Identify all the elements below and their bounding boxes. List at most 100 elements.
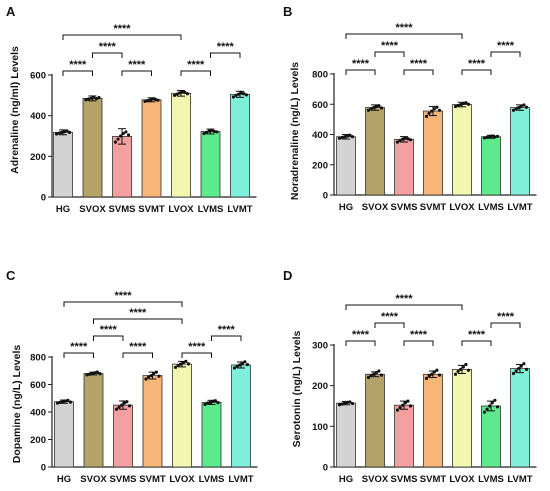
x-tick-label: HG xyxy=(56,204,70,215)
data-point xyxy=(92,95,96,99)
data-point xyxy=(232,366,237,370)
data-point xyxy=(119,134,123,138)
data-point xyxy=(84,98,88,102)
data-point xyxy=(94,96,98,101)
significance-bracket xyxy=(93,335,124,341)
y-tick-label: 200 xyxy=(30,152,46,163)
data-point xyxy=(113,140,118,144)
x-tick-label: SVOX xyxy=(79,204,106,215)
significance-bracket xyxy=(374,322,405,328)
data-point xyxy=(522,103,526,107)
bar-lvmt xyxy=(510,368,530,468)
data-point xyxy=(340,135,344,140)
bar-hg xyxy=(336,136,356,196)
data-point xyxy=(461,365,465,369)
significance-label: **** xyxy=(128,59,146,71)
y-tick-label: 300 xyxy=(312,341,328,352)
data-point xyxy=(62,130,66,134)
significance-bracket xyxy=(461,340,492,346)
bar-svms xyxy=(113,404,133,468)
data-point xyxy=(90,371,94,376)
data-point xyxy=(57,131,61,135)
data-point xyxy=(348,133,352,137)
data-point xyxy=(206,401,210,405)
data-point xyxy=(459,102,463,107)
data-point xyxy=(350,135,355,139)
data-point xyxy=(430,372,434,376)
data-point xyxy=(427,374,431,378)
data-point xyxy=(379,106,384,110)
significance-bracket xyxy=(121,70,152,76)
data-point xyxy=(488,135,492,139)
data-point xyxy=(432,107,436,111)
data-point xyxy=(87,97,91,101)
y-tick-label: 0 xyxy=(323,191,328,202)
x-tick-label: HG xyxy=(57,474,71,485)
data-point xyxy=(514,107,518,111)
significance-label: **** xyxy=(218,324,236,336)
y-tick-label: 0 xyxy=(323,463,328,474)
bar-lvms xyxy=(481,136,501,196)
data-point xyxy=(519,364,523,368)
significance-label: **** xyxy=(497,40,515,52)
data-point xyxy=(437,108,442,112)
data-point xyxy=(406,399,410,403)
data-point xyxy=(408,404,413,408)
data-point xyxy=(245,362,250,367)
data-point xyxy=(488,404,492,408)
panel-d-ylabel: Serotonin (ng/L) Levels xyxy=(291,331,303,448)
x-tick-label: SVMT xyxy=(420,202,447,213)
data-point xyxy=(239,91,243,95)
bar-lvmt xyxy=(231,364,251,468)
data-point xyxy=(366,375,371,380)
panel-c-ylabel: Dopamine (ng/L) Levels xyxy=(11,345,23,464)
data-point xyxy=(524,367,529,371)
significance-bracket xyxy=(490,322,521,328)
data-point xyxy=(398,138,402,143)
y-tick-label: 100 xyxy=(312,422,328,433)
data-point xyxy=(519,104,523,108)
data-point xyxy=(374,104,378,109)
data-point xyxy=(183,90,187,95)
significance-label: **** xyxy=(381,40,399,52)
significance-label: **** xyxy=(217,41,235,53)
significance-label: **** xyxy=(113,23,131,35)
x-tick-label: LVOX xyxy=(168,204,194,215)
data-point xyxy=(151,97,155,101)
data-point xyxy=(205,130,209,134)
y-tick-label: 0 xyxy=(41,193,46,204)
data-point xyxy=(495,134,500,138)
y-tick-label: 600 xyxy=(30,380,46,391)
data-point xyxy=(482,410,487,414)
bar-svmt xyxy=(423,373,443,468)
y-tick-label: 800 xyxy=(312,70,328,81)
data-point xyxy=(97,95,101,100)
data-point xyxy=(345,400,349,404)
panel-c-label: C xyxy=(6,268,16,283)
data-point xyxy=(495,405,500,409)
significance-bracket xyxy=(122,352,153,358)
panel-c: C Dopamine (ng/L) Levels 0 200 400 600 800 HG… xyxy=(6,268,258,485)
data-point xyxy=(202,131,206,136)
data-point xyxy=(372,105,376,110)
bar-lvmt xyxy=(510,107,530,196)
data-point xyxy=(403,401,407,405)
x-tick-label: HG xyxy=(339,474,353,485)
data-point xyxy=(148,98,152,102)
data-point xyxy=(350,401,355,406)
data-point xyxy=(211,399,215,403)
significance-bracket xyxy=(93,318,183,324)
data-point xyxy=(377,369,381,373)
data-point xyxy=(345,134,349,138)
y-tick-label: 400 xyxy=(312,130,328,141)
data-point xyxy=(522,362,526,366)
data-point xyxy=(178,91,182,95)
data-point xyxy=(213,399,217,403)
data-point xyxy=(464,101,468,105)
x-tick-label: SVMT xyxy=(138,204,165,215)
bar-svox xyxy=(365,373,385,468)
significance-bracket xyxy=(181,352,212,358)
data-point xyxy=(149,373,153,378)
data-point xyxy=(216,401,220,405)
